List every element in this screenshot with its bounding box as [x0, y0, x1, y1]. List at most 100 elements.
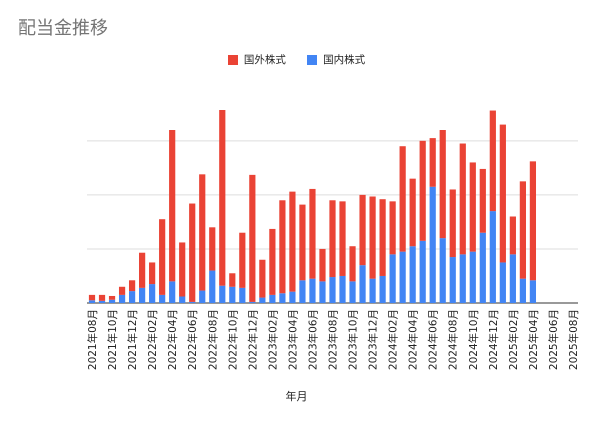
bar-foreign: [359, 194, 366, 266]
bar-domestic: [479, 232, 486, 303]
bar-foreign: [199, 174, 206, 291]
bar-domestic: [509, 254, 516, 303]
bar-foreign: [369, 196, 376, 279]
bar-domestic: [149, 284, 156, 303]
x-tick-label: 2023年10月: [347, 309, 360, 370]
x-tick-label: 2021年10月: [106, 309, 119, 370]
bar-domestic: [209, 270, 216, 303]
bar-domestic: [379, 275, 386, 303]
bar-domestic: [329, 277, 336, 303]
x-tick-label: 2024年06月: [427, 309, 440, 370]
bar-domestic: [529, 280, 537, 303]
x-tick-label: 2025年08月: [567, 309, 580, 370]
legend-item-domestic: 国内株式: [307, 52, 365, 67]
x-tick-label: 2023年12月: [367, 309, 380, 370]
bar-domestic: [88, 300, 96, 303]
bar-domestic: [239, 287, 246, 303]
bar-domestic: [459, 254, 466, 303]
bar-domestic: [179, 296, 186, 303]
bar-foreign: [139, 252, 146, 288]
bar-foreign: [98, 294, 106, 301]
x-tick-label: 2024年10月: [467, 309, 480, 370]
bar-domestic: [249, 301, 256, 303]
bar-foreign: [309, 188, 316, 279]
bar-domestic: [139, 287, 146, 303]
bar-domestic: [169, 281, 176, 304]
bar-foreign: [529, 161, 537, 281]
bar-foreign: [509, 216, 516, 255]
bar-domestic: [98, 300, 106, 303]
x-tick-label: 2022年10月: [226, 309, 239, 370]
x-tick-label: 2024年12月: [487, 309, 500, 370]
x-tick-label: 2021年12月: [126, 309, 139, 370]
bar-domestic: [199, 290, 206, 303]
bar-foreign: [189, 203, 196, 302]
bar-domestic: [309, 278, 316, 303]
bar-foreign: [219, 110, 226, 286]
x-tick-label: 2025年04月: [527, 309, 540, 370]
bar-foreign: [249, 174, 256, 302]
bar-foreign: [409, 178, 416, 247]
bar-foreign: [349, 246, 356, 282]
bar-domestic: [429, 186, 436, 303]
legend-item-foreign: 国外株式: [227, 52, 286, 67]
bar-domestic: [279, 293, 286, 303]
x-tick-label: 2025年02月: [507, 309, 520, 370]
legend-swatch-domestic: [307, 54, 318, 65]
bar-domestic: [269, 294, 276, 303]
bar-domestic: [219, 285, 226, 303]
bar-foreign: [289, 191, 296, 292]
bar-foreign: [469, 162, 476, 252]
bar-foreign: [159, 219, 166, 295]
bar-domestic: [189, 301, 196, 303]
bar-domestic: [439, 238, 446, 304]
bar-domestic: [519, 278, 526, 303]
bar-domestic: [409, 246, 416, 303]
bar-foreign: [269, 228, 276, 295]
x-tick-label: 2023年02月: [266, 309, 279, 370]
x-tick-label: 2022年04月: [166, 309, 179, 370]
bar-foreign: [459, 143, 466, 255]
bar-foreign: [519, 181, 526, 279]
bar-foreign: [229, 273, 236, 287]
bar-domestic: [449, 257, 456, 303]
bar-foreign: [259, 259, 266, 298]
bar-foreign: [329, 200, 336, 278]
bar-foreign: [108, 295, 116, 300]
chart-title: 配当金推移: [18, 18, 108, 39]
x-axis-label: 年月: [285, 390, 308, 403]
bar-foreign: [429, 138, 436, 187]
bar-foreign: [489, 110, 496, 212]
bar-foreign: [169, 130, 176, 282]
x-tick-label: 2022年12月: [246, 309, 259, 370]
bar-domestic: [319, 281, 326, 304]
x-tick-label: 2024年08月: [447, 309, 460, 370]
bar-domestic: [369, 278, 376, 303]
bar-foreign: [419, 140, 426, 241]
bar-domestic: [419, 240, 426, 303]
bar-foreign: [479, 168, 486, 233]
bar-foreign: [399, 146, 406, 252]
bar-domestic: [299, 280, 306, 303]
bar-domestic: [289, 291, 296, 303]
bar-foreign: [499, 124, 506, 263]
bar-foreign: [449, 189, 456, 258]
x-tick-label: 2022年06月: [186, 309, 199, 370]
x-tick-label: 2022年02月: [146, 309, 159, 370]
x-tick-label: 2021年08月: [86, 309, 99, 370]
bar-domestic: [128, 291, 136, 303]
bar-domestic: [259, 297, 266, 303]
bar-foreign: [209, 227, 216, 271]
bar-domestic: [499, 262, 506, 303]
x-tick-label: 2025年06月: [547, 309, 560, 370]
bar-domestic: [108, 299, 116, 303]
bar-foreign: [319, 248, 326, 282]
x-tick-label: 2024年04月: [407, 309, 420, 370]
bar-domestic: [229, 286, 236, 303]
bar-foreign: [118, 286, 126, 295]
legend: 国外株式 国内株式: [0, 52, 593, 68]
bar-foreign: [389, 201, 396, 255]
bar-domestic: [339, 275, 346, 303]
x-tick-label: 2024年02月: [387, 309, 400, 370]
